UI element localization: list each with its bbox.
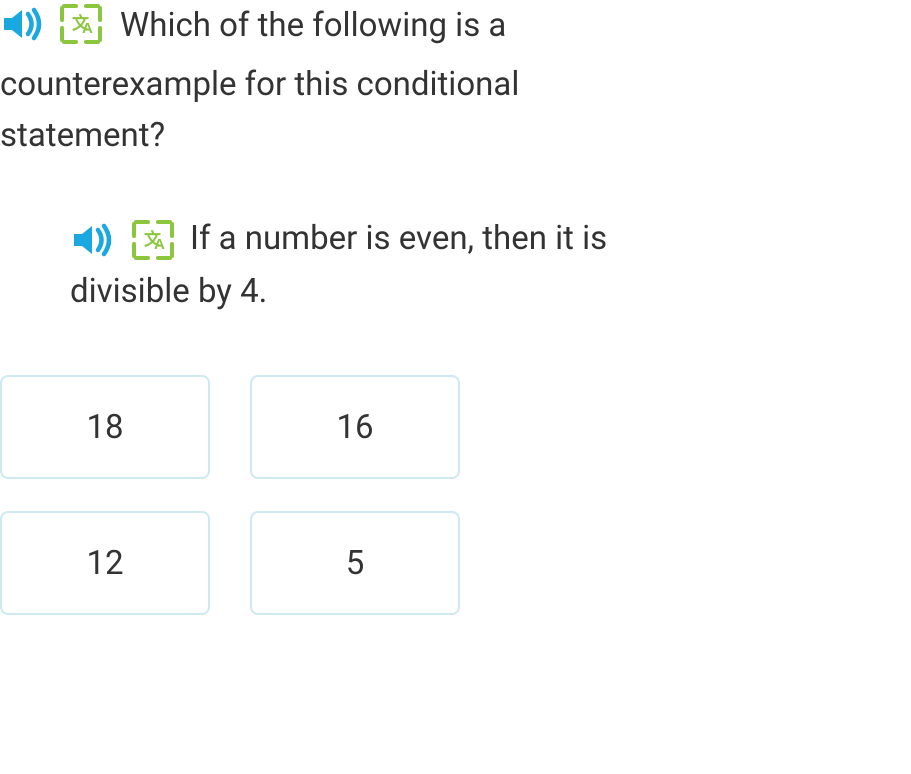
translate-icon[interactable]: 文 A bbox=[130, 218, 176, 262]
svg-text:A: A bbox=[154, 236, 165, 253]
statement-text-line1: If a number is even, then it is bbox=[190, 213, 607, 266]
answer-option-5[interactable]: 5 bbox=[250, 511, 460, 615]
question-text-line2: counterexample for this conditional bbox=[0, 59, 911, 110]
speaker-icon[interactable] bbox=[0, 4, 46, 44]
answer-option-16[interactable]: 16 bbox=[250, 375, 460, 479]
speaker-icon[interactable] bbox=[70, 220, 116, 260]
question-text-line1: Which of the following is a bbox=[120, 0, 506, 51]
answer-grid: 18 16 12 5 bbox=[0, 375, 911, 615]
svg-text:A: A bbox=[82, 20, 93, 37]
statement-text-line2: divisible by 4. bbox=[70, 266, 911, 319]
question-text-line3: statement? bbox=[0, 110, 911, 161]
answer-option-18[interactable]: 18 bbox=[0, 375, 210, 479]
translate-icon[interactable]: 文 A bbox=[58, 2, 104, 46]
answer-option-12[interactable]: 12 bbox=[0, 511, 210, 615]
